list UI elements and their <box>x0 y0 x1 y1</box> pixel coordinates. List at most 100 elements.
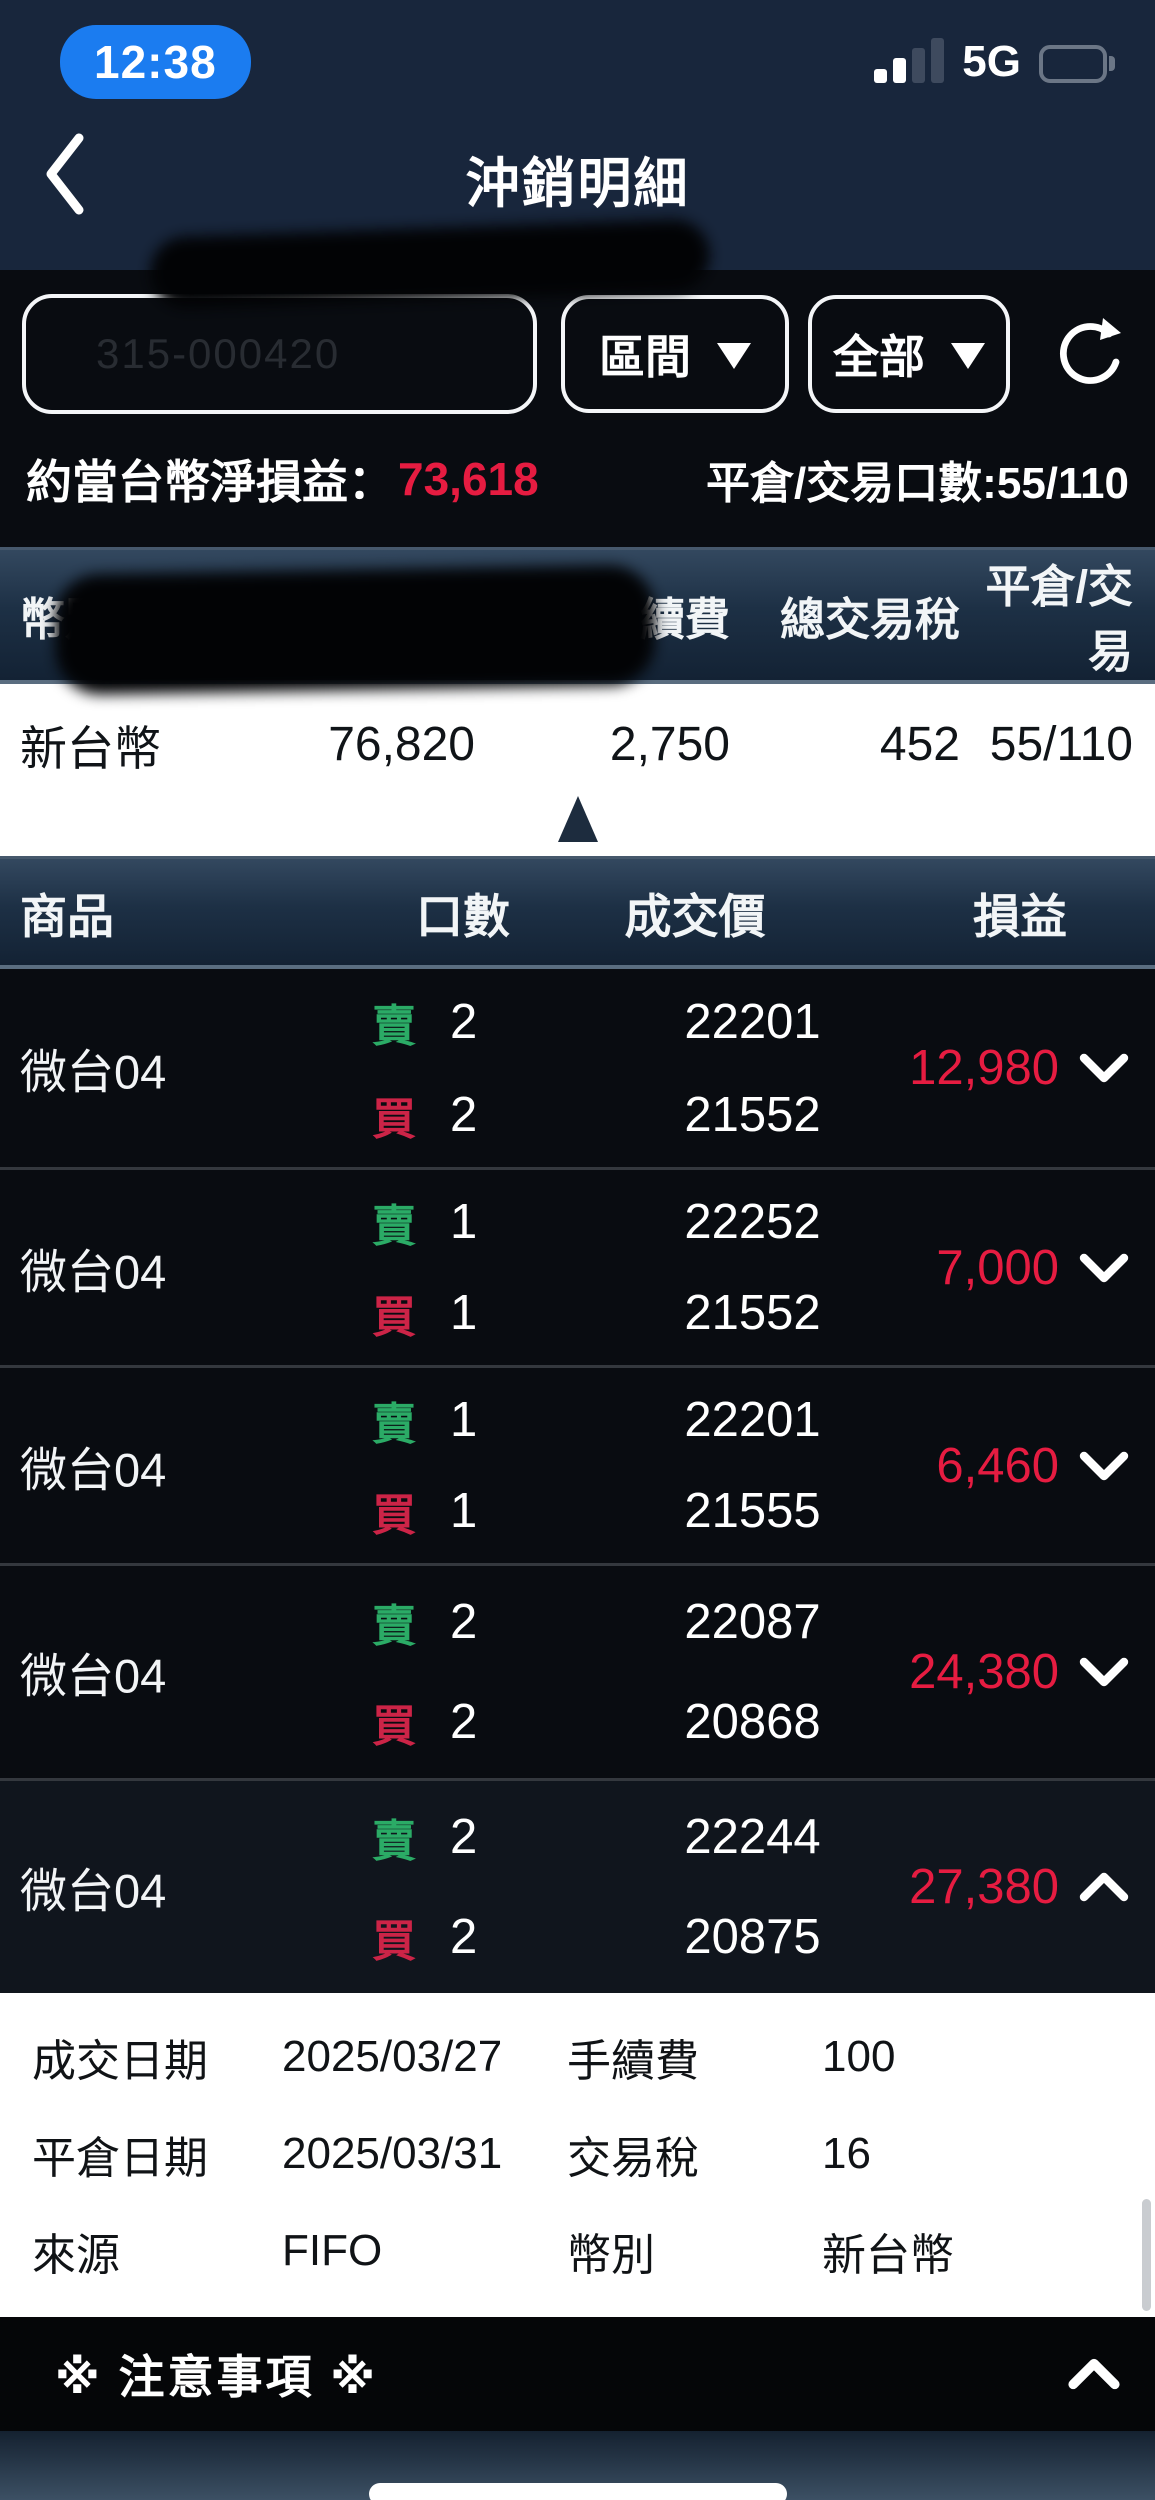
buy-price: 21552 <box>684 1286 821 1341</box>
sell-price: 22087 <box>684 1595 821 1649</box>
currency-summary-row: 新台幣 76,820 2,750 452 55/110 <box>0 684 1155 779</box>
top-chrome: 12:38 5G 沖銷明細 <box>0 0 1155 310</box>
date-range-dropdown[interactable]: 區間 <box>561 294 789 413</box>
row-pnl-value: 27,380 <box>909 1860 1059 1914</box>
col-lots: 口數 <box>416 889 510 943</box>
nav-bar: 沖銷明細 <box>0 105 1155 270</box>
redaction-smudge <box>53 564 657 696</box>
detail-row: 來源 FIFO 幣別 新台幣 <box>0 2219 1155 2283</box>
row-pnl-value: 6,460 <box>936 1438 1059 1493</box>
sell-price: 22201 <box>684 1392 821 1447</box>
trade-row[interactable]: 微台04 賣 1 22201 買 1 21555 6,460 <box>0 1365 1155 1563</box>
chevron-down-icon[interactable] <box>1077 1048 1131 1088</box>
status-bar: 12:38 5G <box>0 0 1155 105</box>
currency-value: 新台幣 <box>20 722 161 775</box>
sell-qty: 2 <box>450 994 478 1049</box>
net-pnl-value: 73,618 <box>398 453 539 505</box>
source-label: 來源 <box>32 2230 120 2280</box>
buy-side-label: 買 <box>372 1702 416 1751</box>
sell-side-label: 賣 <box>372 1201 416 1251</box>
detail-table-header: 商品 口數 成交價 損益 <box>0 856 1155 969</box>
page-title: 沖銷明細 <box>465 154 690 214</box>
row-pnl-value: 12,980 <box>909 1041 1059 1095</box>
buy-price: 20875 <box>684 1910 821 1964</box>
notice-bar[interactable]: ※ 注意事項 ※ <box>0 2317 1155 2431</box>
col-price: 成交價 <box>624 889 766 943</box>
net-pnl-row: 約當台幣淨損益： 73,618 平倉/交易口數:55/110 <box>0 425 1155 547</box>
currency-value: 新台幣 <box>822 2230 954 2280</box>
sell-qty: 1 <box>450 1194 478 1249</box>
total-fee-value: 2,750 <box>609 718 730 771</box>
chevron-down-icon[interactable] <box>1077 1446 1131 1486</box>
chevron-down-icon[interactable] <box>1077 1248 1131 1288</box>
row-pnl-value: 24,380 <box>909 1645 1059 1699</box>
lots-label: 平倉/交易口數: <box>705 459 997 508</box>
tax-label: 交易稅 <box>567 2133 699 2183</box>
refresh-button[interactable] <box>1048 309 1128 399</box>
scope-label: 全部 <box>833 330 925 383</box>
col-closed-total: 平倉/交易 <box>985 561 1133 677</box>
date-range-label: 區間 <box>599 330 691 383</box>
col-total-tax: 總交易稅 <box>779 593 960 645</box>
detail-row: 成交日期 2025/03/27 手續費 100 <box>0 2025 1155 2089</box>
buy-side-label: 買 <box>372 1094 416 1144</box>
chevron-down-icon[interactable] <box>1077 1652 1131 1692</box>
back-button[interactable] <box>30 119 100 229</box>
chevron-down-icon <box>717 342 751 369</box>
lots-value: 55/110 <box>996 459 1129 508</box>
sell-price: 22244 <box>684 1810 821 1864</box>
buy-side-label: 買 <box>372 1293 416 1343</box>
sell-price: 22252 <box>684 1194 821 1249</box>
currency-summary-panel: 新台幣 76,820 2,750 452 55/110 <box>0 684 1155 856</box>
trade-row[interactable]: 微台04 賣 2 22087 買 2 20868 24,380 <box>0 1563 1155 1778</box>
chevron-up-icon[interactable] <box>1067 2354 1121 2394</box>
col-pnl: 損益 <box>973 889 1067 943</box>
network-type-label: 5G <box>962 36 1021 86</box>
status-time: 12:38 <box>60 24 251 99</box>
currency-label: 幣別 <box>567 2230 655 2280</box>
refresh-icon <box>1059 317 1121 384</box>
product-name: 微台04 <box>20 1045 167 1099</box>
closed-total-value: 55/110 <box>989 718 1133 771</box>
notice-label: ※ 注意事項 ※ <box>55 2351 378 2403</box>
trade-row[interactable]: 微台04 賣 1 22252 買 1 21552 7,000 <box>0 1167 1155 1365</box>
trade-row-expanded[interactable]: 微台04 賣 2 22244 買 2 20875 27,380 <box>0 1778 1155 1993</box>
trade-row[interactable]: 微台04 賣 2 22201 買 2 21552 12,980 <box>0 969 1155 1167</box>
buy-price: 20868 <box>684 1695 821 1749</box>
trade-detail-panel: 成交日期 2025/03/27 手續費 100 平倉日期 2025/03/31 … <box>0 1993 1155 2317</box>
account-number-masked: 315-000420 <box>96 329 341 377</box>
sell-price: 22201 <box>684 994 821 1049</box>
trade-date-value: 2025/03/27 <box>282 2032 503 2082</box>
buy-qty: 2 <box>450 1695 478 1749</box>
sell-qty: 2 <box>450 1810 478 1864</box>
product-name: 微台04 <box>20 1443 167 1496</box>
product-name: 微台04 <box>20 1245 167 1298</box>
sell-side-label: 賣 <box>372 1817 416 1866</box>
total-tax-value: 452 <box>879 718 960 771</box>
buy-price: 21555 <box>684 1484 821 1539</box>
home-gesture-area <box>0 2431 1155 2500</box>
chevron-up-icon[interactable] <box>1077 1867 1131 1907</box>
scope-dropdown[interactable]: 全部 <box>808 294 1010 413</box>
product-name: 微台04 <box>20 1649 167 1703</box>
sell-qty: 2 <box>450 1595 478 1649</box>
home-indicator[interactable] <box>368 2483 787 2500</box>
trade-date-label: 成交日期 <box>32 2037 208 2087</box>
buy-qty: 1 <box>450 1484 478 1539</box>
buy-side-label: 買 <box>372 1917 416 1966</box>
collapse-summary-arrow[interactable] <box>557 796 598 842</box>
scrollbar-thumb[interactable] <box>1142 2199 1151 2311</box>
fee-label: 手續費 <box>567 2037 699 2087</box>
source-value: FIFO <box>282 2225 383 2275</box>
buy-qty: 2 <box>450 1087 478 1142</box>
tax-value: 16 <box>822 2128 871 2178</box>
sell-side-label: 賣 <box>372 1399 416 1449</box>
sell-side-label: 賣 <box>372 1602 416 1651</box>
total-pnl-value: 76,820 <box>328 718 475 771</box>
buy-price: 21552 <box>684 1087 821 1142</box>
detail-row: 平倉日期 2025/03/31 交易稅 16 <box>0 2122 1155 2186</box>
account-select-field[interactable]: 315-000420 <box>22 293 537 414</box>
close-date-value: 2025/03/31 <box>282 2128 503 2178</box>
cellular-signal-icon <box>874 37 945 85</box>
